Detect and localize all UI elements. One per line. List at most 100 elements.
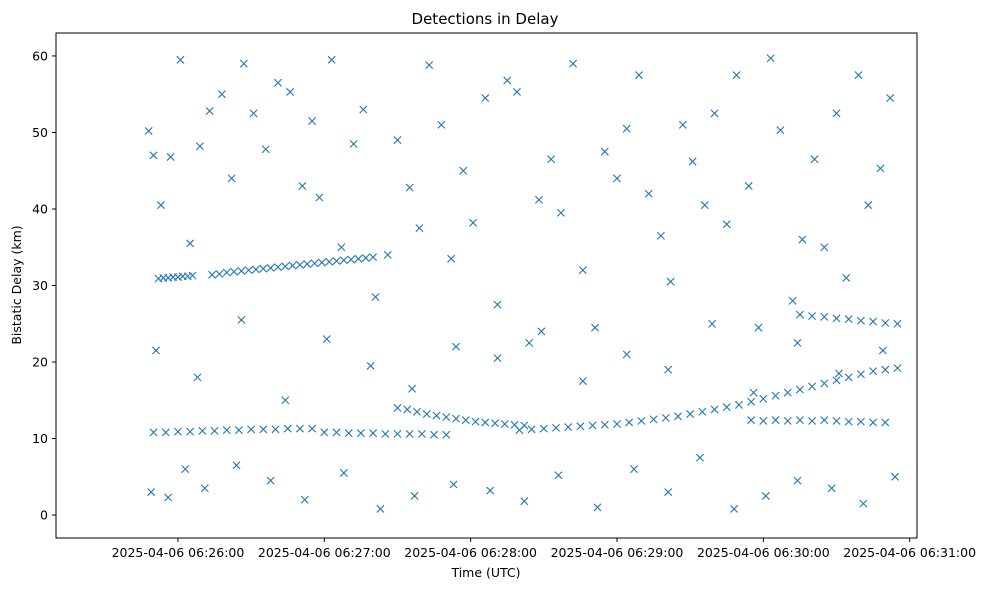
data-point	[437, 120, 446, 129]
data-point	[208, 270, 217, 279]
y-tick-label: 30	[32, 278, 48, 293]
data-point	[288, 261, 297, 270]
data-point	[237, 315, 246, 324]
data-point	[295, 260, 304, 269]
data-point	[217, 90, 226, 99]
data-point	[700, 201, 709, 210]
data-point	[232, 461, 241, 470]
data-point	[273, 263, 282, 272]
data-point	[512, 87, 521, 96]
data-point	[795, 416, 804, 425]
data-point	[622, 350, 631, 359]
data-point	[195, 142, 204, 151]
y-tick-label: 20	[32, 355, 48, 370]
data-point	[347, 255, 356, 264]
data-point	[393, 136, 402, 145]
data-point	[271, 425, 280, 434]
data-point	[556, 208, 565, 217]
data-point	[576, 422, 585, 431]
data-point	[417, 429, 426, 438]
data-point	[452, 342, 461, 351]
data-point	[300, 495, 309, 504]
data-point	[359, 105, 368, 114]
data-point	[869, 317, 878, 326]
data-point	[695, 453, 704, 462]
data-point	[644, 189, 653, 198]
data-point	[376, 504, 385, 513]
data-point	[227, 174, 236, 183]
x-tick-label: 2025-04-06 06:26:00	[112, 545, 245, 560]
data-point	[593, 503, 602, 512]
data-point	[493, 354, 502, 363]
data-point	[349, 139, 358, 148]
data-point	[161, 428, 170, 437]
data-point	[369, 429, 378, 438]
data-point	[666, 277, 675, 286]
data-point	[491, 419, 500, 428]
data-point	[442, 430, 451, 439]
data-point	[881, 319, 890, 327]
data-point	[547, 155, 556, 164]
data-point	[771, 391, 780, 400]
data-point	[776, 126, 785, 135]
data-point	[222, 426, 231, 435]
data-point	[832, 109, 841, 118]
data-point	[600, 420, 609, 429]
data-point	[881, 418, 890, 427]
plot-frame	[55, 32, 918, 539]
data-point	[186, 427, 195, 436]
data-point	[332, 428, 341, 437]
data-point	[771, 416, 780, 425]
y-tick-label: 0	[40, 508, 48, 523]
data-point	[747, 416, 756, 425]
data-point	[759, 394, 768, 403]
data-point	[471, 417, 480, 426]
data-point	[754, 323, 763, 332]
data-point	[854, 71, 863, 80]
data-point	[832, 314, 841, 323]
data-point	[552, 423, 561, 432]
data-point	[266, 263, 275, 272]
data-point	[283, 424, 292, 433]
data-point	[759, 416, 768, 425]
data-point	[198, 426, 207, 435]
data-point	[410, 491, 419, 500]
x-tick-label: 2025-04-06 06:28:00	[404, 545, 537, 560]
data-point	[844, 373, 853, 382]
data-point	[637, 416, 646, 425]
data-point	[481, 94, 490, 103]
data-point	[415, 224, 424, 233]
x-tick-label: 2025-04-06 06:30:00	[697, 545, 830, 560]
data-point	[310, 259, 319, 268]
data-point	[186, 239, 195, 248]
data-point	[430, 430, 439, 439]
data-point	[500, 420, 509, 428]
data-point	[827, 484, 836, 493]
data-point	[403, 405, 412, 414]
data-point	[783, 388, 792, 397]
data-point	[820, 379, 829, 388]
data-point	[554, 471, 563, 480]
data-point	[156, 201, 165, 210]
data-point	[425, 61, 434, 70]
data-point	[412, 407, 421, 416]
data-point	[527, 425, 536, 434]
data-point	[459, 166, 468, 175]
data-point	[461, 416, 470, 425]
data-point	[534, 195, 543, 204]
data-point	[588, 421, 597, 430]
data-point	[176, 55, 185, 64]
data-point	[393, 403, 402, 412]
data-point	[469, 218, 478, 227]
data-point	[661, 413, 670, 422]
y-tick-label: 60	[32, 48, 48, 63]
data-point	[820, 416, 829, 425]
data-point	[788, 296, 797, 305]
data-point	[447, 254, 456, 263]
data-point	[844, 315, 853, 324]
data-point	[332, 257, 341, 266]
data-point	[630, 465, 639, 474]
data-point	[834, 369, 843, 378]
data-point	[356, 429, 365, 438]
data-point	[664, 488, 673, 497]
